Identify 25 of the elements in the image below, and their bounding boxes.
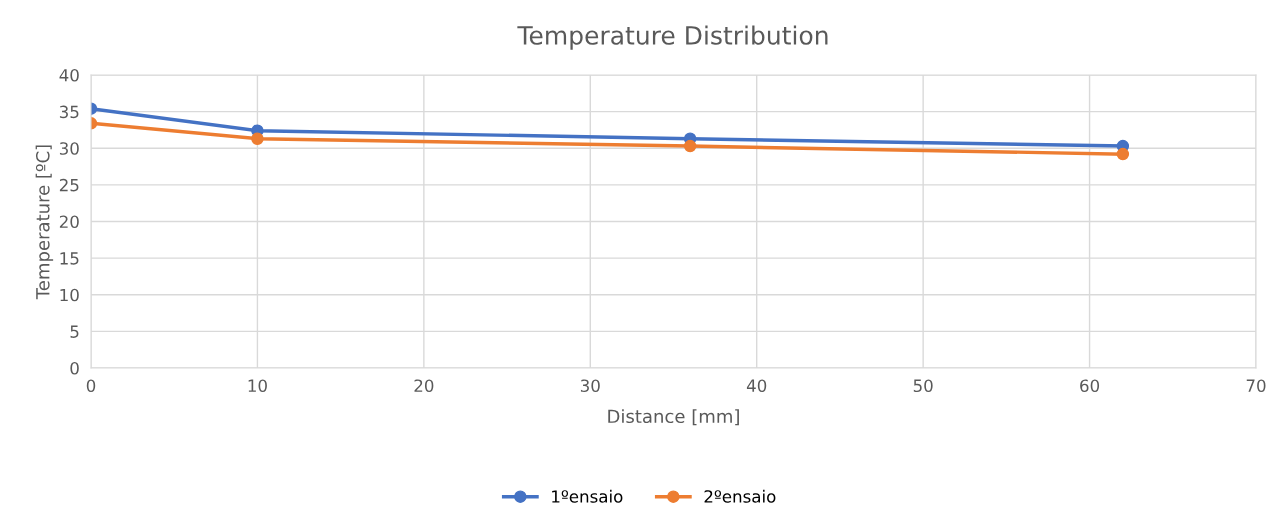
x-tick-label: 70 xyxy=(1246,379,1266,393)
legend-label: 2ºensaio xyxy=(704,489,776,503)
x-tick-label: 50 xyxy=(913,379,933,393)
chart-title: Temperature Distribution xyxy=(517,25,828,50)
x-tick-label: 10 xyxy=(248,379,267,393)
x-tick-label: 0 xyxy=(86,379,96,393)
y-tick-label: 40 xyxy=(59,68,79,82)
y-tick-label: 0 xyxy=(70,361,79,375)
y-tick-label: 30 xyxy=(59,142,79,155)
legend-label: 1ºensaio xyxy=(552,489,623,503)
x-tick-label: 60 xyxy=(1080,379,1100,393)
point xyxy=(683,139,697,153)
y-tick-label: 35 xyxy=(59,105,79,119)
y-tick-label: 20 xyxy=(59,215,79,229)
y-tick-label: 15 xyxy=(60,252,79,265)
point xyxy=(1116,147,1130,161)
y-tick-label: 10 xyxy=(60,288,79,302)
point xyxy=(251,132,264,145)
x-tick-label: 20 xyxy=(414,379,434,393)
y-tick-label: 5 xyxy=(70,325,79,338)
y-axis-title: Temperature [ºC] xyxy=(35,145,54,300)
x-axis-title: Distance [mm] xyxy=(608,409,739,426)
x-tick-label: 40 xyxy=(746,379,767,393)
y-tick-label: 25 xyxy=(59,178,79,192)
x-tick-label: 30 xyxy=(580,379,600,393)
